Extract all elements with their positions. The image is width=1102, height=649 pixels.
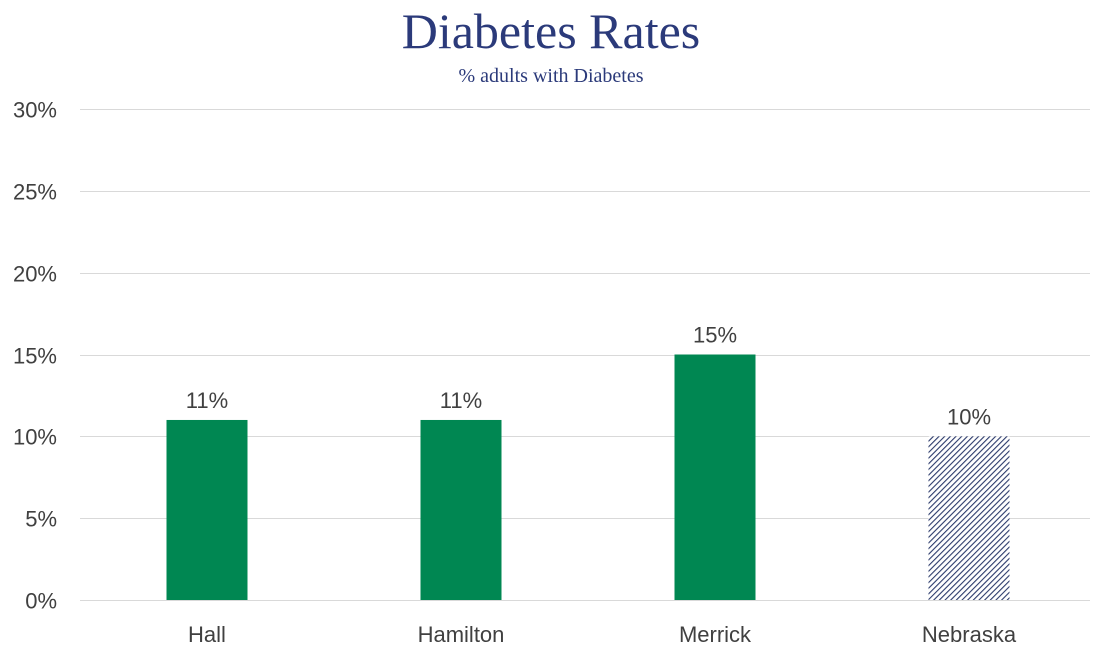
data-labels: 11% 11% 15% 10% bbox=[186, 323, 991, 430]
data-label-hall: 11% bbox=[186, 388, 228, 413]
y-tick-label: 30% bbox=[13, 98, 57, 123]
bar-merrick bbox=[674, 354, 756, 600]
gridlines bbox=[80, 109, 1090, 601]
x-category-label: Merrick bbox=[679, 622, 752, 647]
y-tick-label: 0% bbox=[25, 589, 57, 614]
bar-hall bbox=[166, 419, 248, 600]
y-tick-label: 10% bbox=[13, 425, 57, 450]
chart-subtitle: % adults with Diabetes bbox=[458, 65, 644, 87]
x-category-label: Hall bbox=[188, 622, 226, 647]
data-label-hamilton: 11% bbox=[440, 388, 482, 413]
x-category-label: Nebraska bbox=[922, 622, 1017, 647]
data-label-nebraska: 10% bbox=[947, 404, 991, 429]
y-tick-label: 15% bbox=[13, 344, 57, 369]
x-category-label: Hamilton bbox=[418, 622, 505, 647]
y-tick-label: 20% bbox=[13, 262, 57, 287]
bar-nebraska bbox=[928, 436, 1010, 600]
bars bbox=[166, 354, 1010, 600]
y-tick-label: 5% bbox=[25, 507, 57, 532]
data-label-merrick: 15% bbox=[693, 323, 737, 348]
y-axis: 0% 5% 10% 15% 20% 25% 30% bbox=[13, 98, 57, 614]
bar-hamilton bbox=[420, 419, 502, 600]
x-axis: Hall Hamilton Merrick Nebraska bbox=[188, 622, 1017, 647]
chart-title: Diabetes Rates bbox=[401, 3, 701, 59]
y-tick-label: 25% bbox=[13, 180, 57, 205]
